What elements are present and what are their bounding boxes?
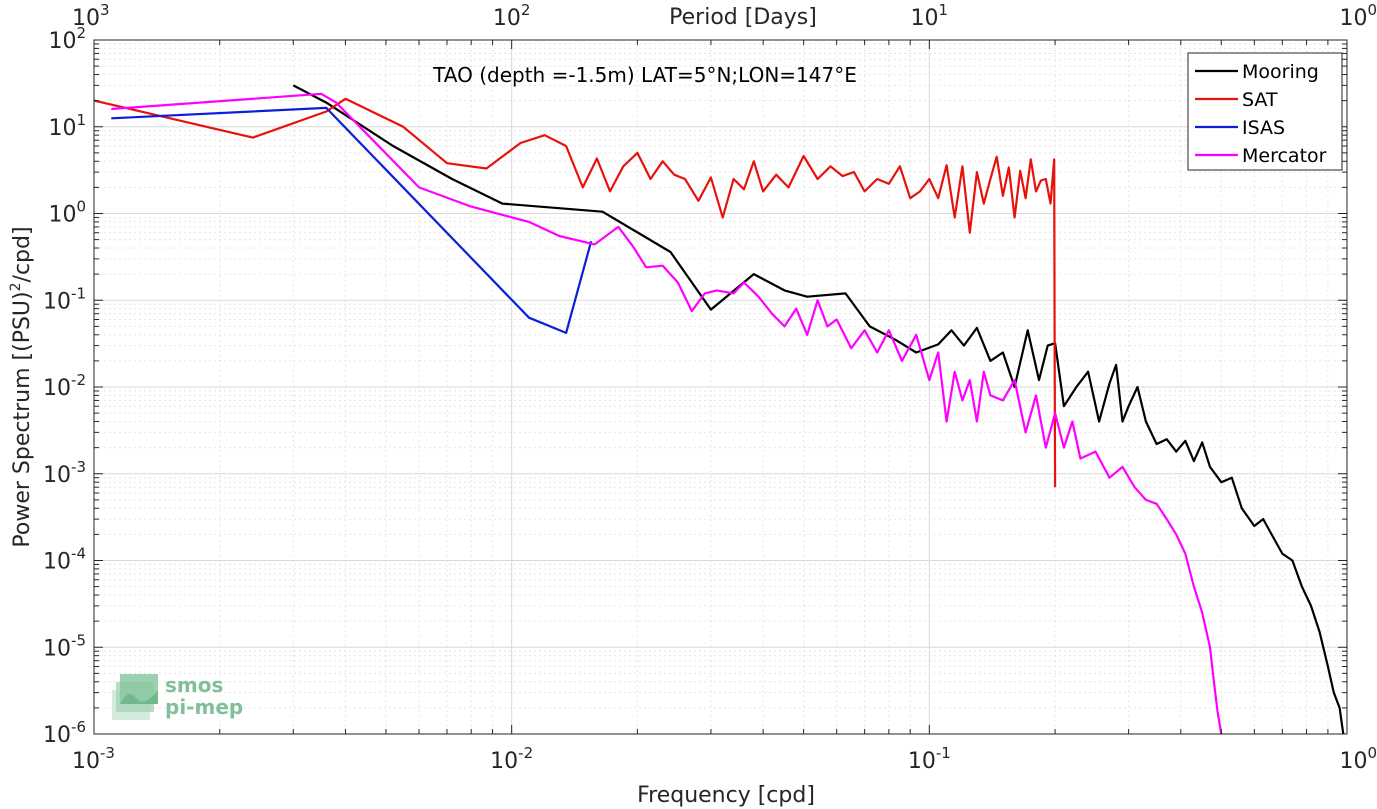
x-tick-label: 10-1 — [908, 744, 951, 774]
chart-title: TAO (depth =-1.5m) LAT=5°N;LON=147°E — [432, 63, 857, 87]
legend-label-mooring: Mooring — [1242, 61, 1319, 83]
x2-tick-label-exp: 2 — [521, 1, 531, 19]
y-axis-title-tail: /cpd] — [10, 226, 35, 282]
logo-text-pi-mep: pi-mep — [165, 695, 243, 719]
y-tick-label: 10-1 — [43, 284, 86, 314]
x-tick-label-exp: -3 — [100, 744, 115, 762]
y-tick-label-exp: -5 — [71, 631, 86, 649]
legend-label-sat: SAT — [1242, 89, 1278, 111]
x-tick-label: 10-2 — [490, 744, 533, 774]
logo-emblem-icon — [112, 674, 158, 720]
y-tick-label: 10-2 — [43, 371, 86, 401]
legend-label-isas: ISAS — [1242, 117, 1285, 139]
x2-tick-label: 103 — [72, 1, 110, 31]
logo-text-smos: smos — [165, 673, 223, 697]
x2-tick-label-exp: 0 — [1367, 1, 1377, 19]
x2-tick-label-base: 10 — [1339, 6, 1367, 31]
y-tick-label-exp: -4 — [71, 545, 86, 563]
y-tick-label: 100 — [48, 198, 86, 228]
y-tick-label-base: 10 — [48, 116, 76, 141]
y-tick-label: 10-4 — [43, 545, 86, 575]
y-tick-label: 10-5 — [43, 631, 86, 661]
x-axis-title: Frequency [cpd] — [637, 783, 815, 808]
y-tick-label-base: 10 — [43, 289, 71, 314]
y-tick-label-base: 10 — [43, 463, 71, 488]
y-tick-label-base: 10 — [43, 376, 71, 401]
x2-tick-label: 101 — [911, 1, 949, 31]
legend-box — [1187, 52, 1343, 171]
series-line-isas — [111, 106, 593, 334]
y-tick-label-base: 10 — [43, 550, 71, 575]
y-axis-title: Power Spectrum [(PSU)2/cpd] — [8, 226, 35, 547]
y-tick-label: 10-6 — [43, 718, 86, 748]
y-tick-label-base: 10 — [48, 203, 76, 228]
legend-label-mercator: Mercator — [1242, 145, 1327, 167]
y-tick-label-exp: 1 — [76, 111, 86, 129]
x-tick-label-base: 10 — [490, 749, 518, 774]
x2-tick-label-base: 10 — [911, 6, 939, 31]
y-tick-label: 101 — [48, 111, 86, 141]
y-tick-label-base: 10 — [43, 723, 71, 748]
x-tick-label-base: 10 — [1339, 749, 1367, 774]
x-tick-label-base: 10 — [72, 749, 100, 774]
x2-tick-label-exp: 1 — [939, 1, 949, 19]
y-tick-label-base: 10 — [43, 636, 71, 661]
x2-tick-label-exp: 3 — [100, 1, 110, 19]
y-axis-title-sup: 2 — [8, 282, 24, 291]
y-tick-label-exp: -6 — [71, 718, 86, 736]
x-tick-label-exp: -2 — [518, 744, 533, 762]
x-tick-label: 100 — [1339, 744, 1377, 774]
y-tick-label-exp: -1 — [71, 284, 86, 302]
y-tick-label-exp: -2 — [71, 371, 86, 389]
y-tick-label: 10-3 — [43, 458, 86, 488]
series-lines — [93, 84, 1345, 735]
x-tick-label: 10-3 — [72, 744, 115, 774]
y-tick-label-base: 10 — [48, 29, 76, 54]
series-line-mercator — [111, 92, 1223, 735]
x2-axis-title: Period [Days] — [669, 5, 817, 30]
x-tick-label-exp: -1 — [936, 744, 951, 762]
x2-tick-label: 102 — [493, 1, 531, 31]
x-tick-label-base: 10 — [908, 749, 936, 774]
series-line-sat — [93, 97, 1057, 488]
x2-tick-label: 100 — [1339, 1, 1377, 31]
y-tick-label-exp: -3 — [71, 458, 86, 476]
y-tick-label-exp: 2 — [76, 24, 86, 42]
y-tick-label-exp: 0 — [76, 198, 86, 216]
series-line-mooring — [292, 84, 1345, 735]
x2-tick-label-base: 10 — [72, 6, 100, 31]
x-tick-label-exp: 0 — [1367, 744, 1377, 762]
y-axis-title-main: Power Spectrum [(PSU) — [10, 291, 35, 547]
legend: Mooring SAT ISAS Mercator — [1187, 52, 1343, 171]
y-tick-label: 102 — [48, 24, 86, 54]
x2-tick-label-base: 10 — [493, 6, 521, 31]
smos-pi-mep-logo: smos pi-mep — [112, 673, 243, 720]
